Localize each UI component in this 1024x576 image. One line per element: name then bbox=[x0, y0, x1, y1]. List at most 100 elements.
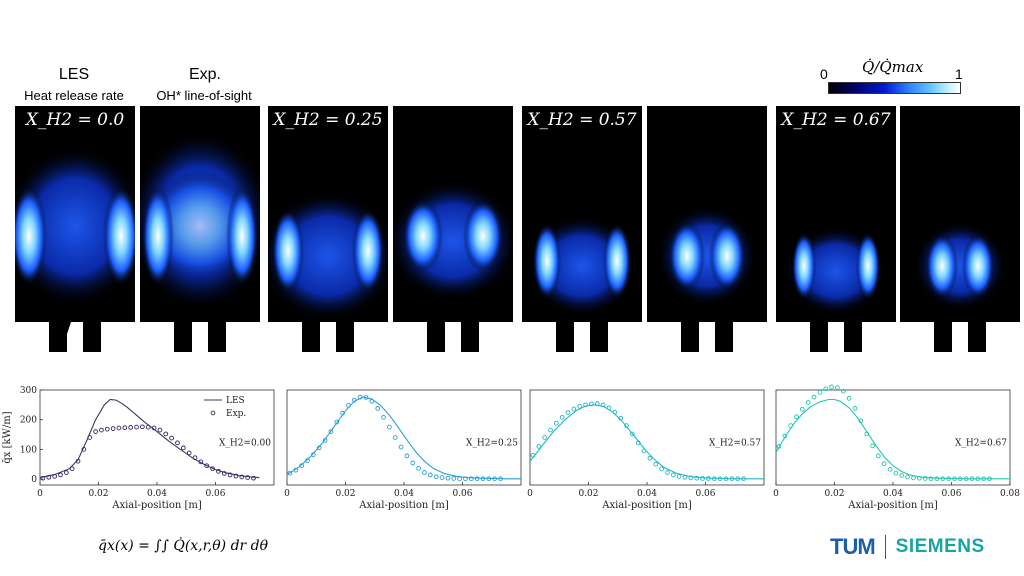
les-subtitle: Heat release rate bbox=[24, 88, 124, 103]
data-point bbox=[624, 423, 629, 428]
data-point bbox=[251, 475, 256, 481]
data-point bbox=[287, 470, 293, 476]
panel-annotation: X_H2=0.25 bbox=[466, 439, 518, 449]
data-point bbox=[492, 476, 498, 482]
data-point bbox=[498, 476, 503, 482]
data-point bbox=[577, 403, 583, 409]
x-axis-label: Axial-position [m] bbox=[111, 500, 202, 511]
data-point bbox=[210, 466, 215, 472]
data-point bbox=[799, 406, 805, 412]
flame-image bbox=[140, 131, 260, 311]
x-tick-label: 0.02 bbox=[824, 489, 844, 499]
data-point bbox=[659, 466, 664, 472]
data-point bbox=[928, 476, 934, 482]
flame-image bbox=[527, 216, 637, 316]
data-point bbox=[876, 453, 881, 459]
data-point bbox=[835, 385, 840, 390]
data-point bbox=[794, 414, 799, 420]
data-point bbox=[110, 426, 116, 431]
data-point bbox=[975, 476, 981, 482]
x-tick-label: 0 bbox=[284, 489, 290, 499]
flame-image bbox=[786, 227, 886, 315]
data-point bbox=[940, 476, 946, 482]
data-point bbox=[474, 476, 480, 482]
data-point bbox=[729, 476, 735, 482]
data-point bbox=[357, 394, 363, 400]
plot-frame bbox=[775, 389, 1011, 486]
data-point bbox=[670, 472, 676, 478]
data-point bbox=[104, 426, 110, 432]
data-point bbox=[864, 431, 870, 437]
data-point bbox=[676, 474, 682, 479]
data-point bbox=[316, 445, 322, 451]
data-point bbox=[387, 424, 392, 430]
x-tick-label: 0.06 bbox=[941, 489, 961, 499]
data-point bbox=[823, 386, 829, 392]
plot-frame bbox=[529, 389, 765, 486]
data-point bbox=[69, 466, 75, 472]
data-point bbox=[735, 476, 741, 482]
x-tick-label: 0.06 bbox=[205, 489, 225, 499]
x-tick-label: 0.06 bbox=[452, 489, 472, 499]
x-tick-label: 0.02 bbox=[335, 489, 355, 499]
colorbar-max-label: 1 bbox=[955, 66, 963, 82]
data-point bbox=[700, 476, 705, 481]
data-point bbox=[140, 424, 145, 430]
data-point bbox=[600, 402, 606, 408]
data-point bbox=[157, 427, 163, 433]
flame-title: X_H2 = 0.25 bbox=[273, 110, 383, 130]
data-point bbox=[445, 475, 451, 481]
data-point bbox=[542, 435, 547, 440]
flame-image bbox=[657, 206, 757, 306]
data-point bbox=[776, 444, 782, 449]
data-point bbox=[811, 394, 817, 400]
data-point bbox=[987, 476, 992, 482]
data-point bbox=[548, 427, 553, 433]
data-point bbox=[711, 476, 717, 482]
data-point bbox=[858, 418, 864, 424]
data-point bbox=[293, 467, 299, 473]
data-point bbox=[606, 405, 612, 411]
data-point bbox=[852, 406, 858, 411]
data-point bbox=[630, 431, 635, 437]
panel-annotation: X_H2=0.00 bbox=[219, 439, 271, 449]
data-point bbox=[952, 476, 957, 482]
data-point bbox=[322, 438, 328, 443]
y-tick-label: 300 bbox=[20, 386, 37, 396]
data-point bbox=[198, 459, 204, 465]
data-point bbox=[553, 420, 559, 426]
data-point bbox=[46, 474, 52, 480]
data-point bbox=[363, 395, 369, 400]
data-point bbox=[846, 395, 852, 401]
flame-les-xh2-057: X_H2 = 0.57 bbox=[522, 106, 642, 322]
data-point bbox=[805, 400, 811, 405]
data-point bbox=[618, 415, 624, 421]
colorbar-label: Q̇/Q̇max bbox=[862, 58, 924, 76]
data-point bbox=[427, 472, 433, 478]
data-point bbox=[782, 433, 788, 439]
x-axis-label: Axial-position [m] bbox=[358, 500, 449, 511]
les-title: LES bbox=[58, 66, 90, 83]
data-point bbox=[530, 452, 536, 458]
y-axis-label: q̄x [kW/m] bbox=[2, 411, 13, 463]
data-point bbox=[723, 476, 729, 482]
data-point bbox=[694, 475, 700, 481]
data-point bbox=[963, 476, 969, 482]
data-point bbox=[416, 466, 421, 471]
y-tick-label: 200 bbox=[20, 416, 37, 426]
data-point bbox=[52, 474, 57, 479]
data-point bbox=[905, 474, 910, 480]
x-tick-label: 0 bbox=[37, 489, 43, 499]
data-point bbox=[647, 455, 653, 461]
flame-image bbox=[15, 146, 135, 306]
burner-nozzle bbox=[556, 322, 608, 352]
legend-marker-swatch bbox=[210, 410, 216, 416]
data-point bbox=[392, 435, 398, 440]
data-point bbox=[216, 468, 221, 474]
x-tick-label: 0 bbox=[773, 489, 779, 499]
burner-nozzle bbox=[427, 322, 479, 352]
x-tick-label: 0 bbox=[527, 489, 533, 499]
data-point bbox=[145, 424, 151, 430]
burner-nozzle bbox=[49, 322, 101, 352]
siemens-logo: SIEMENS bbox=[895, 536, 985, 557]
